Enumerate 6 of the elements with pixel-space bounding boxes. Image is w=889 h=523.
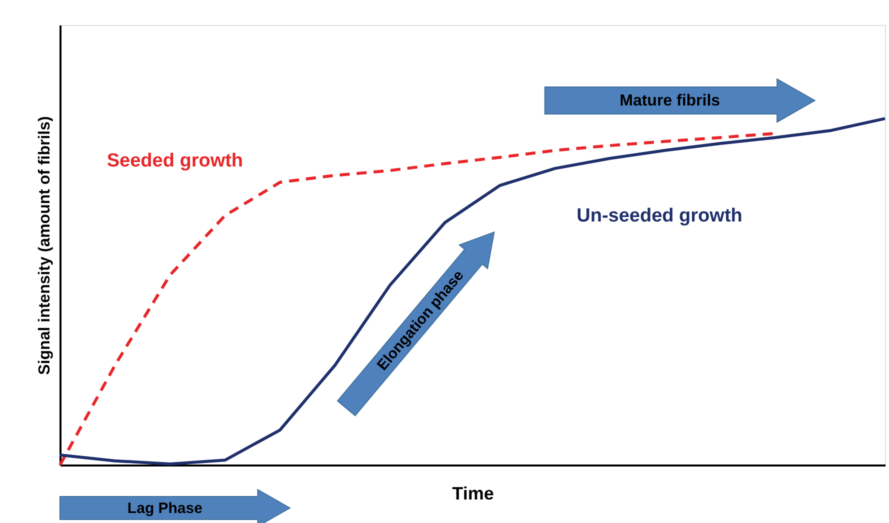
y-axis-title: Signal intensity (amount of fibrils)	[36, 116, 54, 375]
text: Un-seeded growth	[576, 206, 742, 227]
x-axis-title: Time	[452, 484, 494, 504]
text: Lag Phase	[127, 500, 202, 517]
series-label: Seeded growth	[106, 150, 244, 172]
text: Mature fibrils	[620, 92, 720, 110]
